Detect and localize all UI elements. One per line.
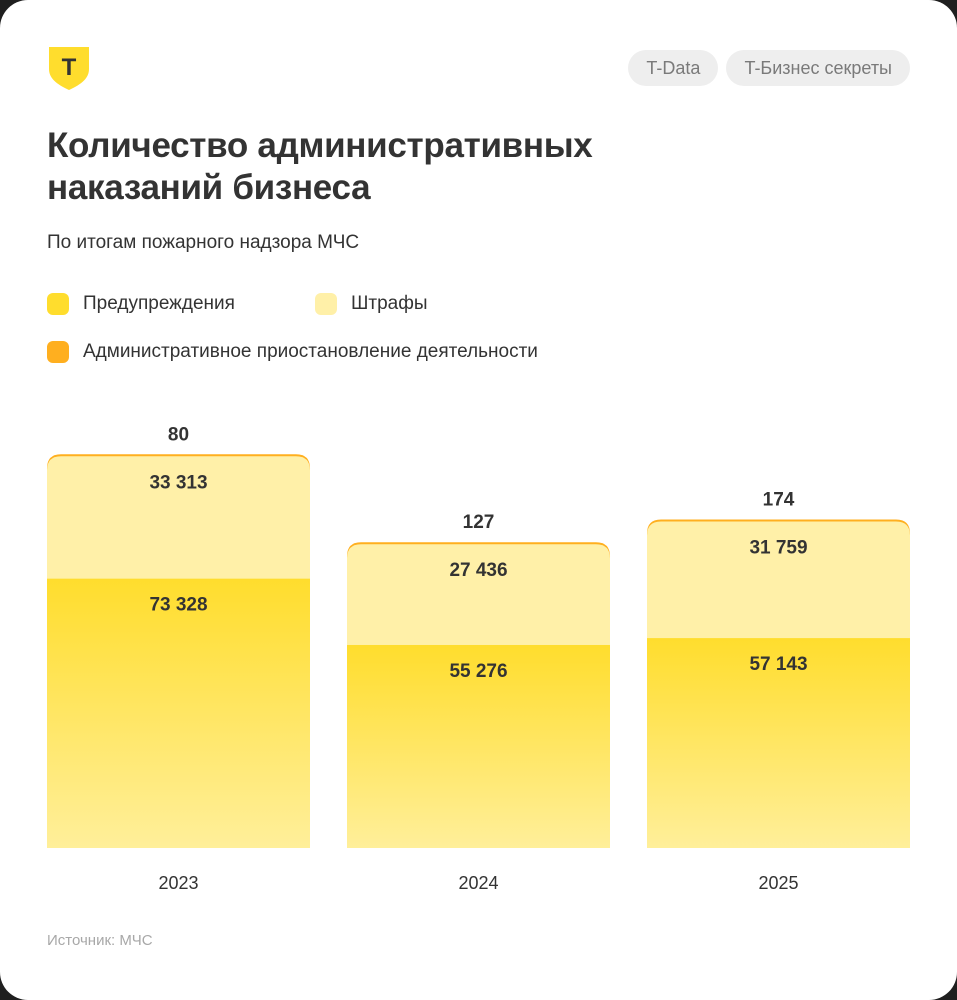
label-fines-2023: 33 313 bbox=[149, 472, 207, 493]
tbank-logo-icon: Т bbox=[49, 47, 89, 90]
label-fines-2025: 31 759 bbox=[749, 537, 807, 558]
label-warnings-2024: 55 276 bbox=[449, 661, 507, 682]
legend-label-suspension: Административное приостановление деятель… bbox=[83, 341, 538, 362]
logo-shield bbox=[49, 47, 89, 90]
legend-swatch-suspension bbox=[47, 341, 69, 363]
chart-area: 80 33 313 73 328 2023 127 27 436 55 276 2024 174… bbox=[0, 400, 957, 920]
x-tick-2024: 2024 bbox=[458, 873, 498, 893]
label-warnings-2023: 73 328 bbox=[149, 595, 207, 616]
page-title: Количество административных наказаний би… bbox=[47, 125, 807, 209]
bar-warnings-2023 bbox=[47, 578, 310, 848]
tag-t-business-secrets[interactable]: T-Бизнес секреты bbox=[726, 50, 910, 86]
legend-swatch-fines bbox=[315, 293, 337, 315]
label-fines-2024: 27 436 bbox=[449, 560, 507, 581]
legend-label-warnings: Предупреждения bbox=[83, 293, 235, 314]
x-tick-2025: 2025 bbox=[758, 873, 798, 893]
logo-letter: Т bbox=[62, 54, 77, 81]
subtitle: По итогам пожарного надзора МЧС bbox=[47, 232, 360, 253]
legend-item-suspension: Административное приостановление деятель… bbox=[47, 341, 538, 363]
bar-warnings-2025 bbox=[647, 638, 910, 848]
label-suspension-2023: 80 bbox=[168, 424, 189, 445]
tags-group: T-Data T-Бизнес секреты bbox=[628, 50, 910, 86]
source-note: Источник: МЧС bbox=[47, 932, 153, 949]
legend-item-fines: Штрафы bbox=[315, 293, 428, 315]
legend-label-fines: Штрафы bbox=[351, 293, 428, 314]
title-line-1: Количество административных bbox=[47, 126, 593, 165]
legend-item-warnings: Предупреждения bbox=[47, 293, 235, 315]
tag-t-data[interactable]: T-Data bbox=[628, 50, 719, 86]
label-suspension-2025: 174 bbox=[763, 489, 795, 510]
label-warnings-2025: 57 143 bbox=[749, 654, 807, 675]
title-line-2: наказаний бизнеса bbox=[47, 168, 371, 207]
label-suspension-2024: 127 bbox=[463, 512, 495, 533]
bar-warnings-2024 bbox=[347, 644, 610, 848]
x-tick-2023: 2023 bbox=[158, 873, 198, 893]
legend-swatch-warnings bbox=[47, 293, 69, 315]
stacked-bar-chart: 80 33 313 73 328 2023 127 27 436 55 276 2024 174… bbox=[47, 424, 910, 893]
